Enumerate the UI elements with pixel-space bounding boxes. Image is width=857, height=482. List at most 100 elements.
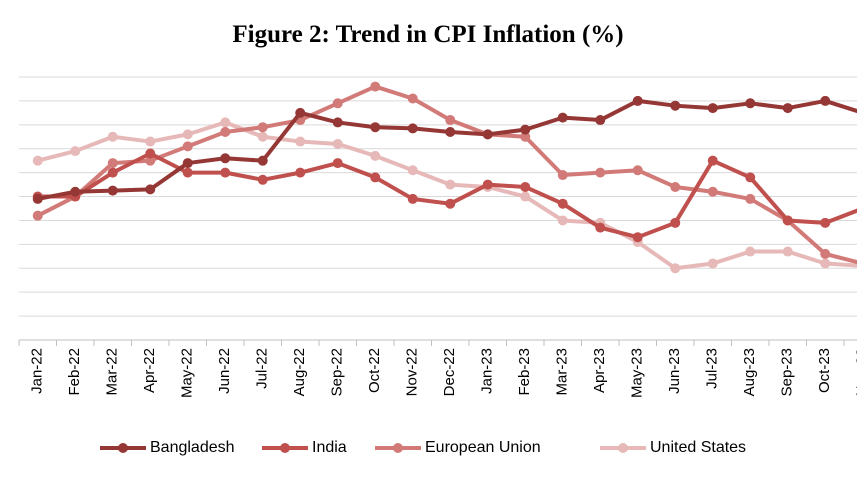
x-tick-label: Dec-22 bbox=[441, 348, 458, 396]
point bbox=[407, 193, 418, 204]
point bbox=[745, 246, 756, 257]
point bbox=[595, 115, 606, 126]
point bbox=[407, 93, 418, 104]
point bbox=[182, 129, 193, 140]
point bbox=[670, 100, 681, 111]
point bbox=[820, 95, 831, 106]
point bbox=[332, 98, 343, 109]
point bbox=[557, 198, 568, 209]
point bbox=[670, 217, 681, 228]
point bbox=[32, 210, 43, 221]
x-tick-label: Aug-23 bbox=[741, 348, 758, 396]
point bbox=[257, 155, 268, 166]
point bbox=[370, 172, 381, 183]
point bbox=[782, 215, 793, 226]
point bbox=[145, 155, 156, 166]
point bbox=[70, 146, 81, 157]
point bbox=[482, 179, 493, 190]
point bbox=[782, 103, 793, 114]
x-tick-label: Aug-22 bbox=[291, 348, 308, 396]
point bbox=[707, 258, 718, 269]
point bbox=[782, 246, 793, 257]
legend-label: India bbox=[312, 439, 347, 456]
legend-marker bbox=[618, 443, 628, 453]
x-tick-label: Oct-23 bbox=[816, 348, 833, 393]
point bbox=[557, 170, 568, 181]
point bbox=[407, 165, 418, 176]
point bbox=[707, 103, 718, 114]
point bbox=[257, 174, 268, 185]
point bbox=[220, 117, 231, 128]
point bbox=[107, 131, 118, 142]
point bbox=[632, 232, 643, 243]
x-tick-label: Feb-22 bbox=[66, 348, 83, 396]
point bbox=[820, 217, 831, 228]
point bbox=[32, 155, 43, 166]
point bbox=[145, 136, 156, 147]
point bbox=[332, 117, 343, 128]
point bbox=[670, 181, 681, 192]
legend-marker bbox=[280, 443, 290, 453]
point bbox=[407, 123, 418, 134]
point bbox=[445, 126, 456, 137]
point bbox=[107, 167, 118, 178]
x-tick-label: Jan-23 bbox=[479, 348, 496, 394]
x-tick-label: Jan-22 bbox=[29, 348, 46, 394]
point bbox=[295, 136, 306, 147]
point bbox=[670, 263, 681, 274]
point bbox=[182, 158, 193, 169]
point bbox=[445, 115, 456, 126]
point bbox=[220, 126, 231, 137]
point bbox=[707, 186, 718, 197]
point bbox=[632, 165, 643, 176]
x-tick-label: May-23 bbox=[629, 348, 646, 398]
point bbox=[257, 131, 268, 142]
point bbox=[32, 193, 43, 204]
point bbox=[632, 95, 643, 106]
point bbox=[182, 141, 193, 152]
x-tick-label: Mar-22 bbox=[104, 348, 121, 396]
point bbox=[745, 172, 756, 183]
legend-label: Bangladesh bbox=[150, 439, 235, 456]
point bbox=[707, 155, 718, 166]
point bbox=[820, 258, 831, 269]
x-tick-label: Jun-23 bbox=[666, 348, 683, 394]
point bbox=[70, 186, 81, 197]
chart-title: Figure 2: Trend in CPI Inflation (%) bbox=[232, 21, 623, 48]
x-tick-label: Jun-22 bbox=[216, 348, 233, 394]
point bbox=[745, 98, 756, 109]
point bbox=[520, 131, 531, 142]
x-tick-label: Nov-23 bbox=[854, 348, 857, 396]
point bbox=[182, 167, 193, 178]
point bbox=[220, 167, 231, 178]
x-tick-label: Jul-23 bbox=[704, 348, 721, 389]
point bbox=[520, 181, 531, 192]
point bbox=[370, 81, 381, 92]
point bbox=[370, 122, 381, 133]
x-tick-label: Nov-22 bbox=[404, 348, 421, 396]
legend-label: United States bbox=[650, 439, 746, 456]
x-tick-label: Mar-23 bbox=[554, 348, 571, 396]
point bbox=[595, 222, 606, 233]
x-tick-label: Apr-23 bbox=[591, 348, 608, 393]
point bbox=[557, 215, 568, 226]
x-tick-label: Jul-22 bbox=[254, 348, 271, 389]
point bbox=[370, 150, 381, 161]
legend-marker bbox=[393, 443, 403, 453]
point bbox=[745, 193, 756, 204]
point bbox=[820, 248, 831, 259]
point bbox=[145, 148, 156, 159]
point bbox=[295, 167, 306, 178]
x-tick-label: May-22 bbox=[179, 348, 196, 398]
point bbox=[520, 124, 531, 135]
x-tick-label: Apr-22 bbox=[141, 348, 158, 393]
point bbox=[107, 158, 118, 169]
x-tick-label: Feb-23 bbox=[516, 348, 533, 396]
series-line bbox=[36, 84, 857, 265]
point bbox=[107, 185, 118, 196]
point bbox=[520, 191, 531, 202]
point bbox=[557, 112, 568, 123]
point bbox=[332, 138, 343, 149]
point bbox=[445, 179, 456, 190]
